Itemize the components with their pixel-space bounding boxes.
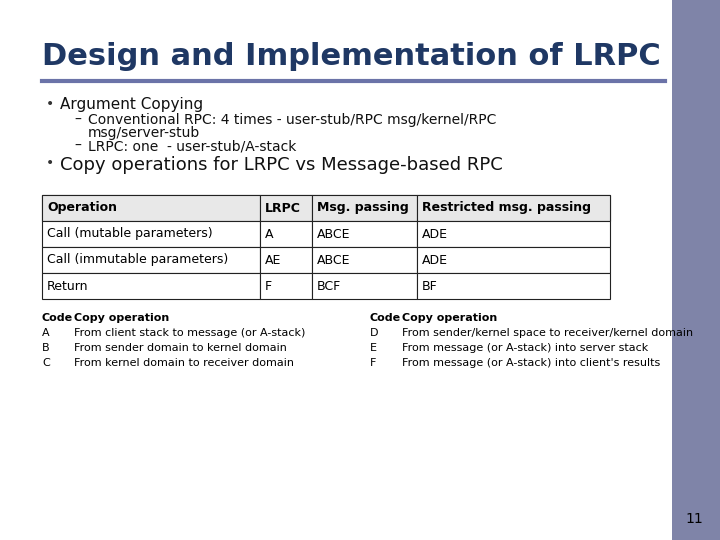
Bar [260, 247, 312, 273]
Text: Msg. passing: Msg. passing [317, 201, 409, 214]
Text: From message (or A-stack) into server stack: From message (or A-stack) into server st… [402, 343, 648, 353]
Text: Code: Code [370, 313, 401, 323]
Text: Copy operation: Copy operation [402, 313, 498, 323]
Text: A: A [265, 227, 274, 240]
Text: D: D [370, 328, 379, 338]
Text: E: E [370, 343, 377, 353]
Text: 11: 11 [685, 512, 703, 526]
Text: B: B [42, 343, 50, 353]
Text: C: C [42, 358, 50, 368]
Text: ADE: ADE [422, 253, 448, 267]
Text: From sender/kernel space to receiver/kernel domain: From sender/kernel space to receiver/ker… [402, 328, 693, 338]
Text: ABCE: ABCE [317, 253, 351, 267]
Text: Conventional RPC: 4 times - user-stub/RPC msg/kernel/RPC: Conventional RPC: 4 times - user-stub/RP… [88, 113, 496, 127]
Bar [417, 195, 610, 221]
Text: Copy operation: Copy operation [74, 313, 169, 323]
Bar [260, 195, 312, 221]
Text: From kernel domain to receiver domain: From kernel domain to receiver domain [74, 358, 294, 368]
Text: Code: Code [42, 313, 73, 323]
Bar [42, 273, 260, 299]
Text: ABCE: ABCE [317, 227, 351, 240]
Text: Restricted msg. passing: Restricted msg. passing [422, 201, 591, 214]
Bar [672, 0, 720, 540]
Text: •: • [46, 97, 54, 111]
Bar [312, 247, 417, 273]
Text: AE: AE [265, 253, 282, 267]
Text: msg/server-stub: msg/server-stub [88, 126, 200, 140]
Bar [417, 273, 610, 299]
Text: Operation: Operation [47, 201, 117, 214]
Bar [260, 221, 312, 247]
Text: –: – [74, 113, 81, 127]
Bar [42, 195, 610, 221]
Text: ADE: ADE [422, 227, 448, 240]
Text: •: • [46, 156, 54, 170]
Text: Call (immutable parameters): Call (immutable parameters) [47, 253, 228, 267]
Bar [312, 221, 417, 247]
Text: From sender domain to kernel domain: From sender domain to kernel domain [74, 343, 287, 353]
Text: From message (or A-stack) into client's results: From message (or A-stack) into client's … [402, 358, 660, 368]
Text: Return: Return [47, 280, 89, 293]
Bar [312, 195, 417, 221]
Text: BCF: BCF [317, 280, 341, 293]
Text: Design and Implementation of LRPC: Design and Implementation of LRPC [42, 42, 661, 71]
Text: Argument Copying: Argument Copying [60, 97, 203, 112]
Text: A: A [42, 328, 50, 338]
Bar [417, 221, 610, 247]
Text: Copy operations for LRPC vs Message-based RPC: Copy operations for LRPC vs Message-base… [60, 156, 503, 174]
Text: LRPC: LRPC [265, 201, 301, 214]
Text: From client stack to message (or A-stack): From client stack to message (or A-stack… [74, 328, 305, 338]
Bar [42, 247, 260, 273]
Text: F: F [265, 280, 272, 293]
Text: F: F [370, 358, 377, 368]
Bar [312, 273, 417, 299]
Bar [42, 221, 260, 247]
Text: LRPC: one  - user-stub/A-stack: LRPC: one - user-stub/A-stack [88, 139, 297, 153]
Text: –: – [74, 139, 81, 153]
Bar [417, 247, 610, 273]
Text: BF: BF [422, 280, 438, 293]
Text: Call (mutable parameters): Call (mutable parameters) [47, 227, 212, 240]
Bar [42, 195, 260, 221]
Bar [260, 273, 312, 299]
